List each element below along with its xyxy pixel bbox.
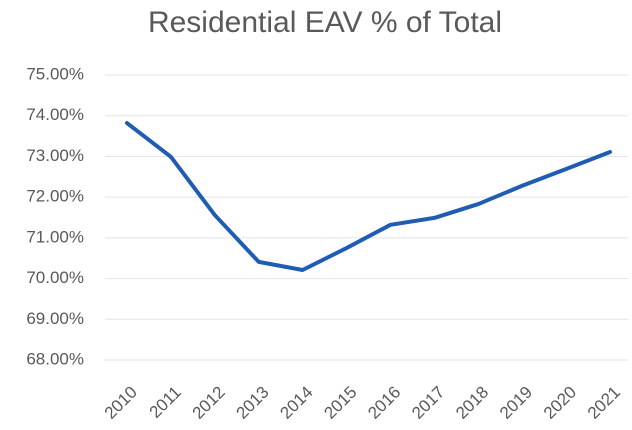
x-tick-label: 2016 <box>364 383 404 423</box>
x-tick-label: 2021 <box>584 383 624 423</box>
data-line <box>124 121 613 273</box>
x-tick-label: 2020 <box>540 383 580 423</box>
x-tick-label: 2013 <box>233 383 273 423</box>
y-tick-label: 73.00% <box>26 146 84 165</box>
x-tick-label: 2012 <box>189 383 229 423</box>
y-tick-label: 74.00% <box>26 105 84 124</box>
x-tick-label: 2014 <box>276 383 316 423</box>
chart-title: Residential EAV % of Total <box>148 6 502 39</box>
x-tick-label: 2019 <box>496 383 536 423</box>
y-tick-label: 68.00% <box>26 349 84 368</box>
x-tick-label: 2015 <box>320 383 360 423</box>
x-tick-label: 2018 <box>452 383 492 423</box>
x-tick-label: 2011 <box>146 383 185 422</box>
y-tick-label: 72.00% <box>26 187 84 206</box>
y-tick-label: 71.00% <box>26 227 84 246</box>
x-tick-label: 2010 <box>101 383 141 423</box>
x-tick-label: 2017 <box>408 383 448 423</box>
y-tick-label: 75.00% <box>26 64 84 83</box>
y-tick-label: 70.00% <box>26 268 84 287</box>
y-tick-label: 69.00% <box>26 309 84 328</box>
